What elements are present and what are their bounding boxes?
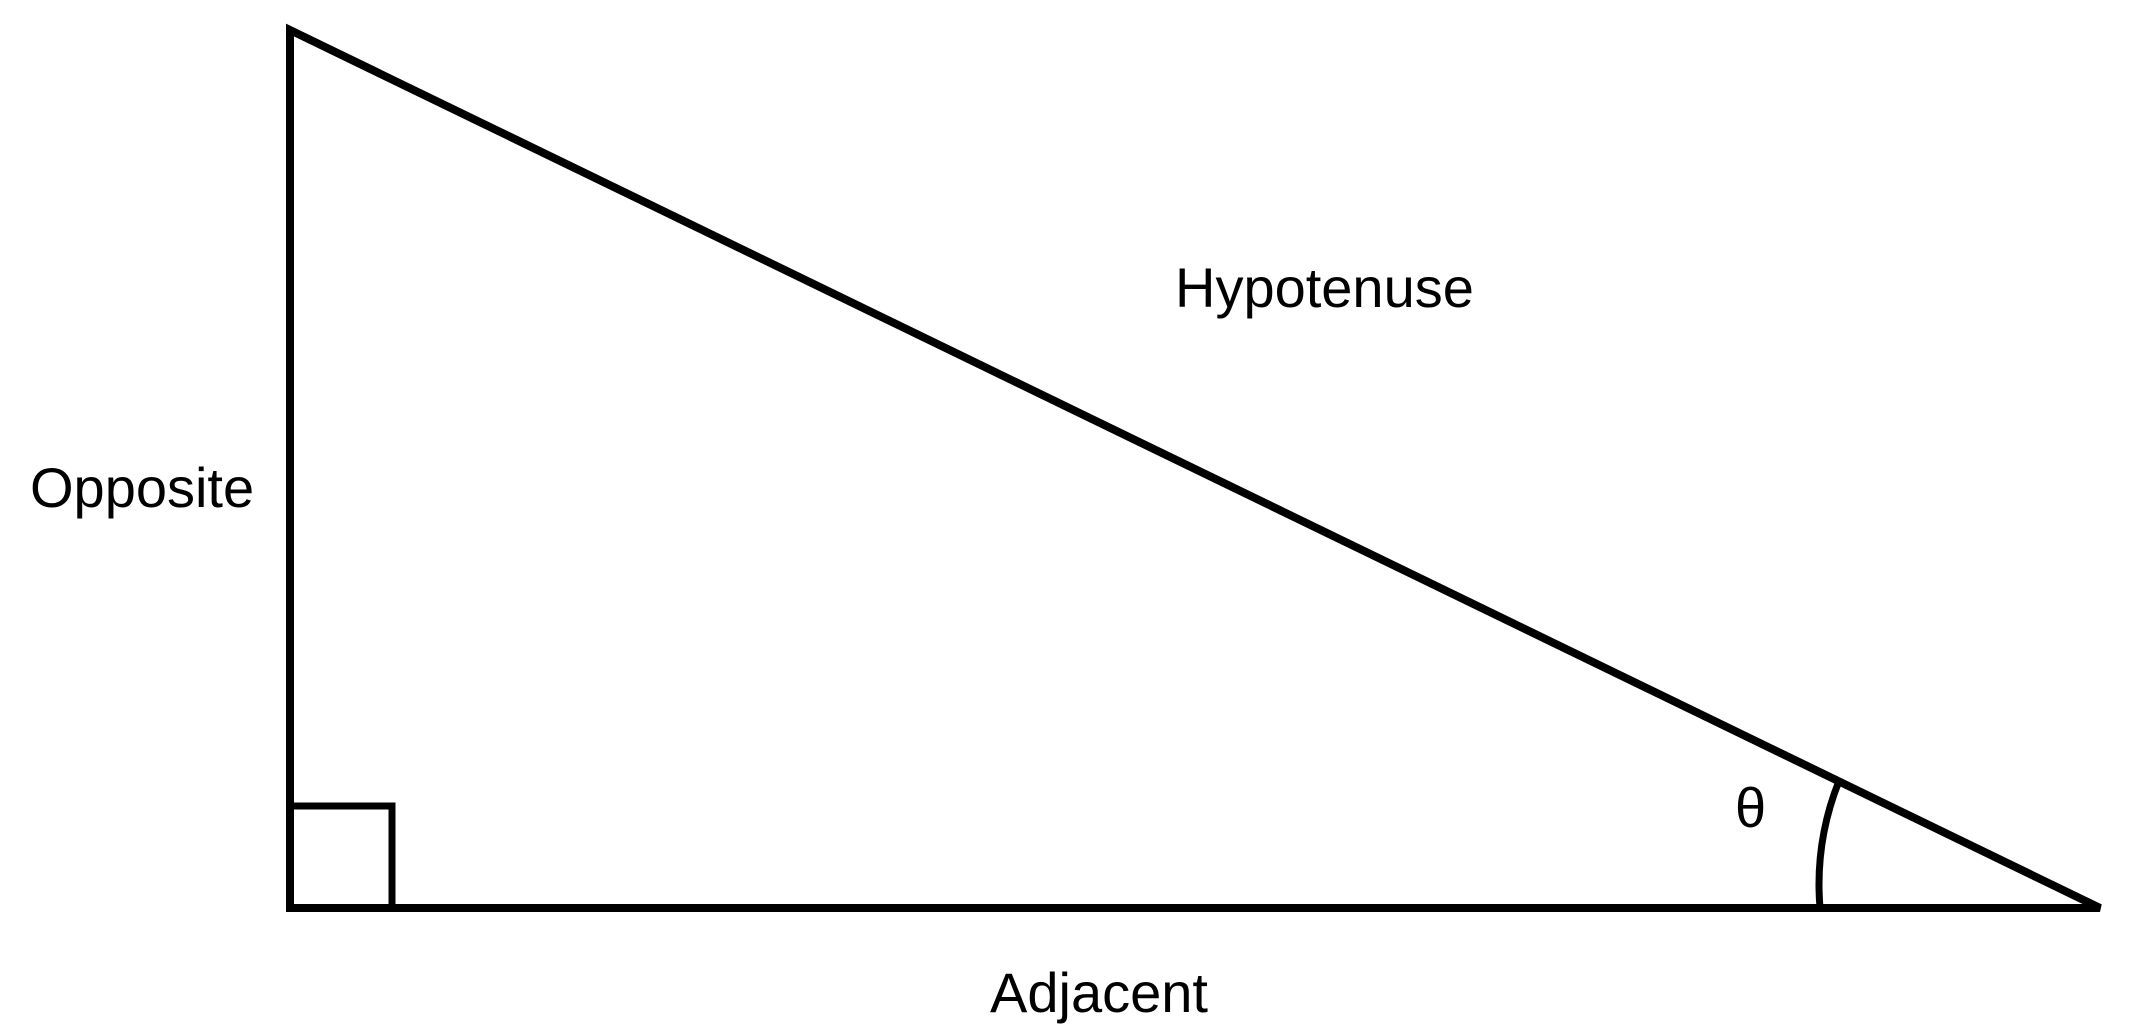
right-angle-marker <box>290 806 392 908</box>
adjacent-label: Adjacent <box>990 960 1208 1025</box>
opposite-label: Opposite <box>30 455 254 520</box>
right-triangle-diagram: Opposite Hypotenuse Adjacent θ <box>0 0 2144 1033</box>
theta-label: θ <box>1735 775 1766 840</box>
triangle-svg <box>0 0 2144 1033</box>
hypotenuse-label: Hypotenuse <box>1175 255 1474 320</box>
triangle-shape <box>290 30 2100 908</box>
theta-angle-arc <box>1819 781 1839 908</box>
